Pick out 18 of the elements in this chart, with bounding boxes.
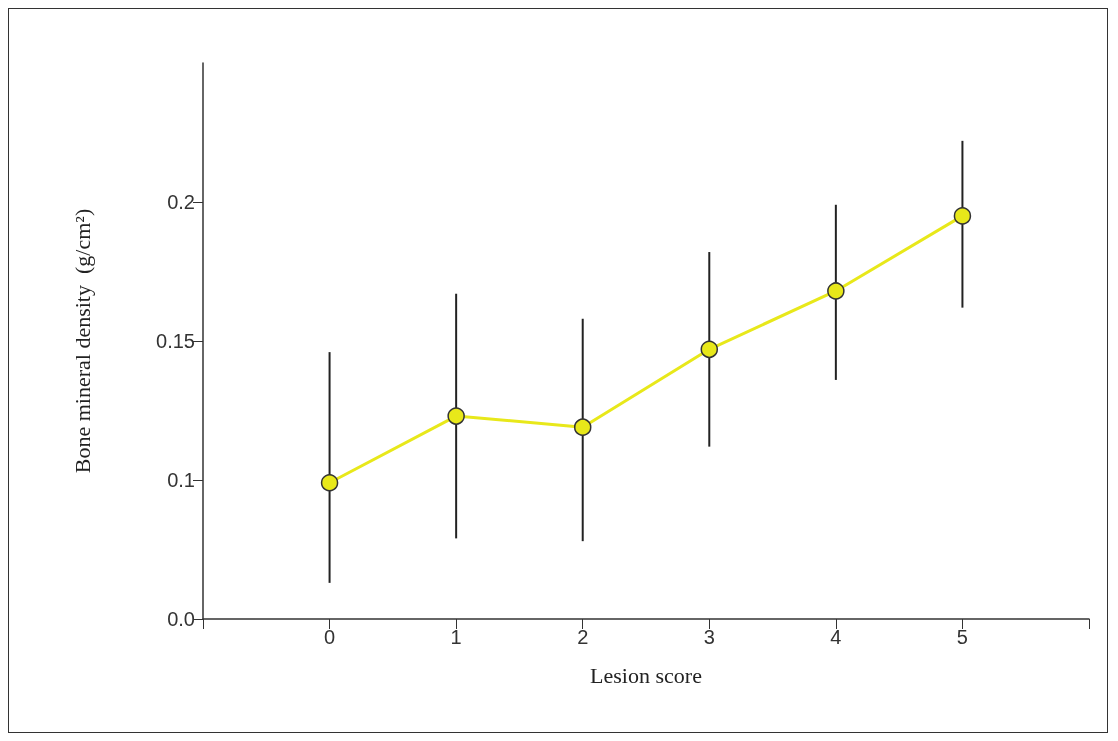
point	[573, 418, 592, 436]
y-axis-title: Bone mineral density (g/cm²)	[69, 208, 95, 474]
x-tick-label: 2	[577, 626, 589, 648]
y-tick-label: 0.15	[156, 330, 195, 352]
point	[827, 282, 845, 300]
point	[320, 474, 339, 492]
point	[953, 207, 972, 225]
x-tick-label: 3	[703, 626, 715, 648]
x-tick-label: 0	[324, 626, 336, 648]
point	[700, 340, 719, 359]
x-tick-label: 1	[450, 626, 462, 648]
y-tick-label: 0.1	[167, 469, 195, 491]
x-axis-title: Lesion score	[590, 662, 702, 688]
y-tick-label: 0.0	[167, 608, 195, 630]
x-tick-label: 5	[956, 626, 968, 648]
y-tick-label: 0.2	[167, 191, 195, 213]
x-tick-label: 4	[830, 626, 842, 648]
point	[447, 407, 465, 425]
